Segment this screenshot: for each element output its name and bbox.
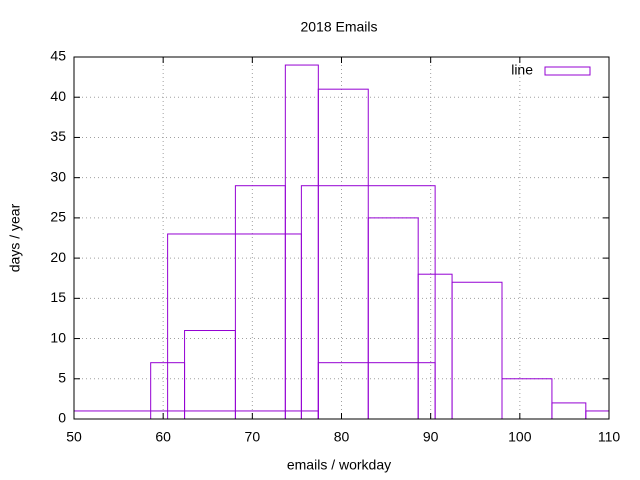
y-axis-label: days / year xyxy=(7,203,23,272)
box xyxy=(317,362,436,419)
x-tick-label: 60 xyxy=(155,429,171,445)
grid xyxy=(73,56,610,420)
chart-title: 2018 Emails xyxy=(300,19,377,35)
y-tick-label: 5 xyxy=(58,369,66,385)
box xyxy=(234,185,286,419)
box xyxy=(74,410,319,419)
box xyxy=(184,330,236,419)
x-tick-label: 110 xyxy=(598,429,621,445)
x-tick-label: 70 xyxy=(245,429,261,445)
x-axis-label: emails / workday xyxy=(287,457,391,473)
y-tick-label: 10 xyxy=(50,329,66,345)
x-tick-label: 90 xyxy=(423,429,439,445)
y-tick-label: 45 xyxy=(50,48,66,64)
legend-label: line xyxy=(511,62,533,78)
y-tick-label: 40 xyxy=(50,88,66,104)
y-tick-label: 25 xyxy=(50,209,66,225)
box xyxy=(367,217,419,419)
box xyxy=(451,281,503,419)
box xyxy=(167,233,302,419)
y-tick-label: 0 xyxy=(58,410,66,426)
y-tick-label: 15 xyxy=(50,289,66,305)
x-tick-label: 100 xyxy=(508,429,532,445)
x-tick-label: 50 xyxy=(66,429,82,445)
x-tick-label: 80 xyxy=(334,429,350,445)
box xyxy=(585,410,609,419)
box xyxy=(551,402,587,419)
y-tick-label: 35 xyxy=(50,128,66,144)
plot-area xyxy=(74,64,609,419)
box xyxy=(317,88,369,419)
legend-swatch xyxy=(544,66,591,76)
y-tick-label: 30 xyxy=(50,168,66,184)
y-tick-label: 20 xyxy=(50,249,66,265)
box xyxy=(501,378,553,419)
